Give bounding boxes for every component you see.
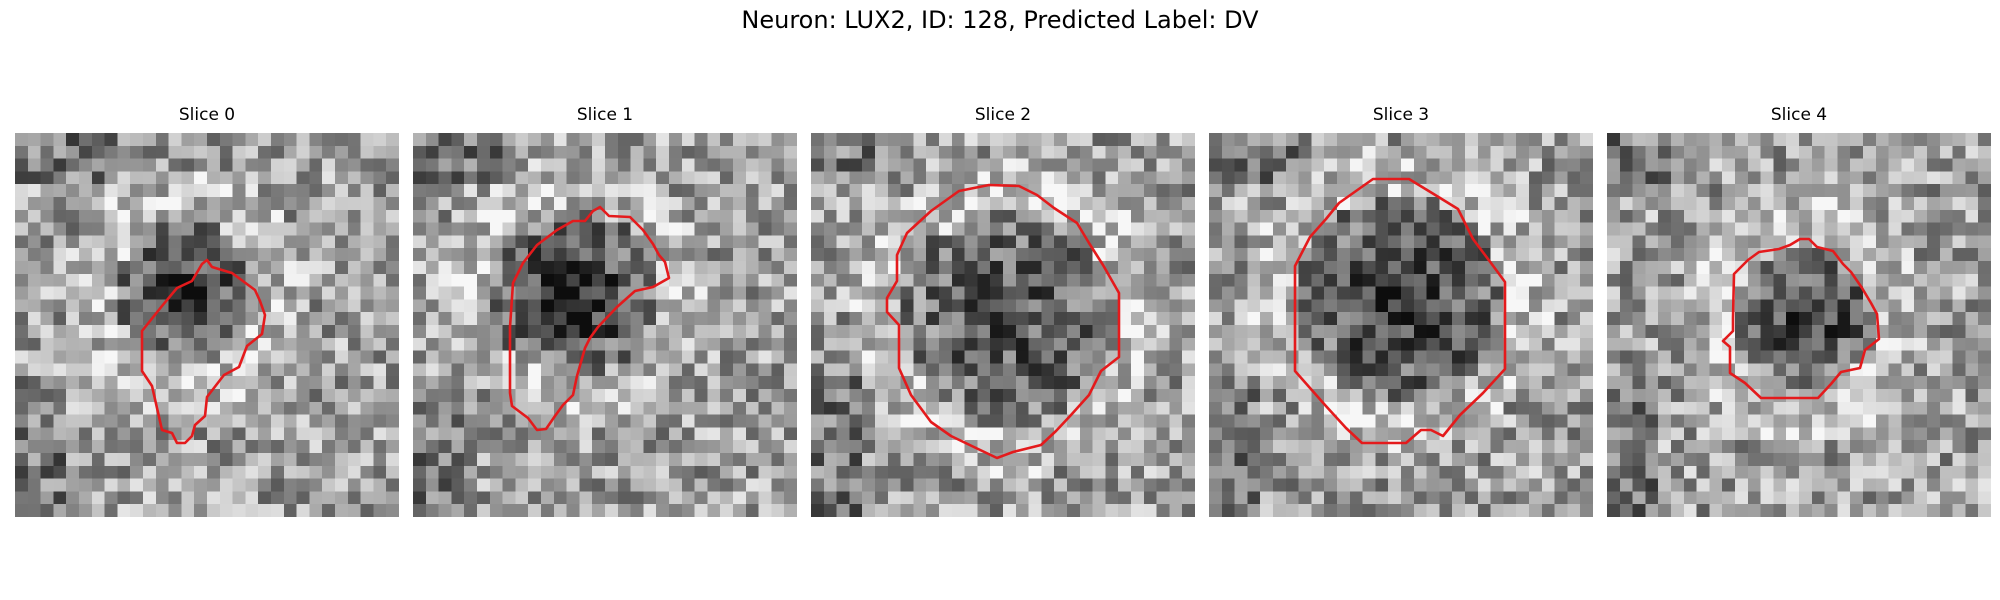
slice-image-0: [15, 133, 399, 517]
figure-title: Neuron: LUX2, ID: 128, Predicted Label: …: [741, 6, 1259, 34]
slice-image-1: [413, 133, 797, 517]
roi-contour-3: [1293, 177, 1507, 445]
slice-title-4: Slice 4: [1770, 105, 1828, 125]
slice-image-2: [811, 133, 1195, 517]
roi-contour-0: [140, 258, 267, 445]
slice-image-3: [1209, 133, 1593, 517]
slice-title-1: Slice 1: [576, 105, 634, 125]
roi-contour-1: [508, 205, 671, 432]
slice-title-2: Slice 2: [974, 105, 1032, 125]
slice-title-3: Slice 3: [1372, 105, 1430, 125]
slice-image-4: [1607, 133, 1991, 517]
roi-contour-4: [1721, 237, 1881, 400]
slice-title-0: Slice 0: [178, 105, 236, 125]
roi-contour-2: [885, 183, 1121, 460]
